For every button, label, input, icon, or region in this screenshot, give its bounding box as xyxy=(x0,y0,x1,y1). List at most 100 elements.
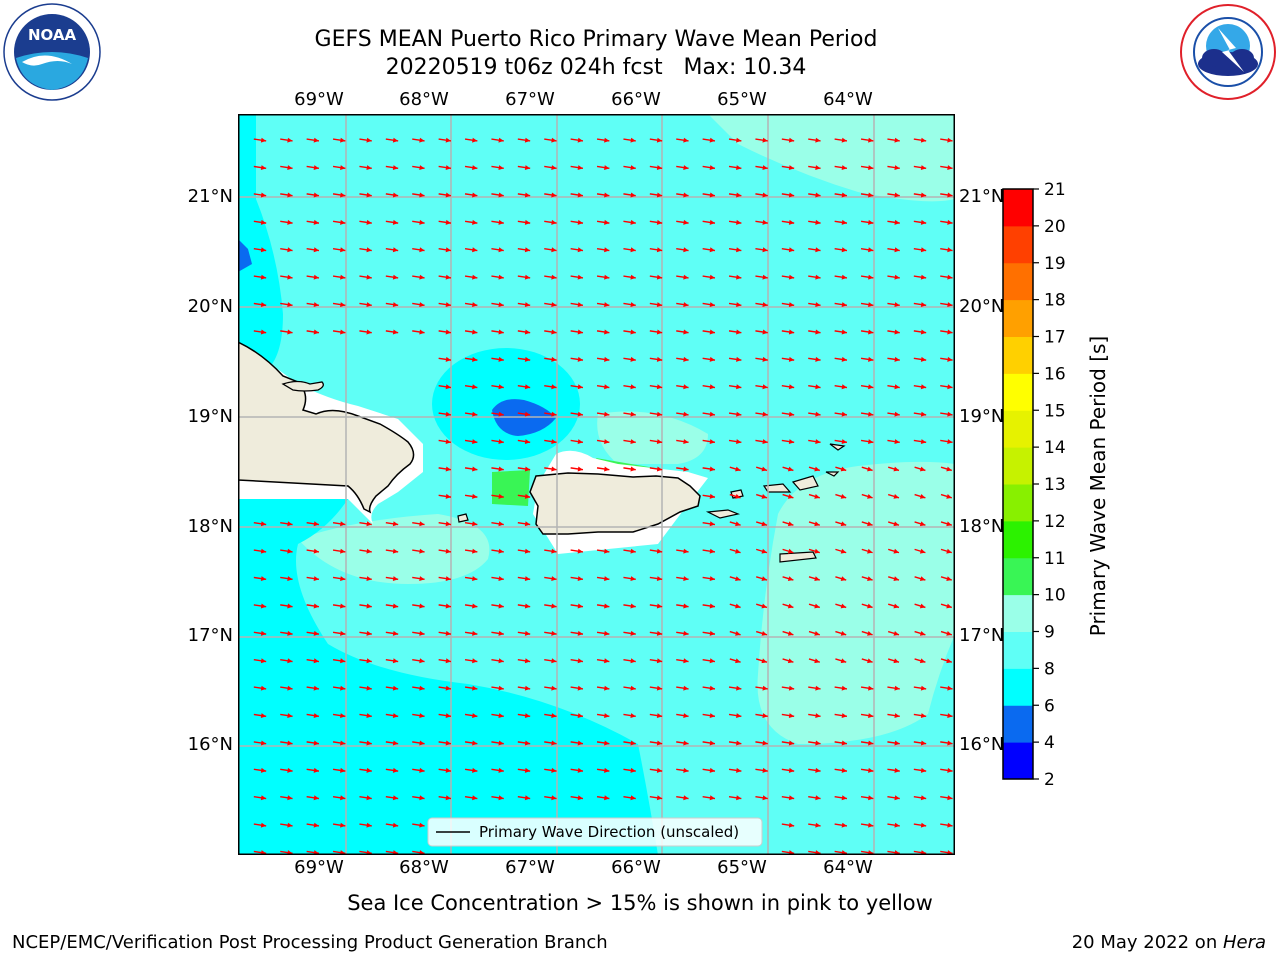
footer-right-date: 20 May 2022 on Hera xyxy=(1072,932,1266,953)
wave-arrow-head xyxy=(920,329,927,335)
wave-arrow-head xyxy=(472,603,478,609)
period-9-10-region-north-pr xyxy=(597,411,708,464)
wave-arrow-head xyxy=(472,740,478,746)
wave-arrow-head xyxy=(683,466,689,472)
wave-arrow-head xyxy=(893,548,899,554)
wave-arrow-head xyxy=(340,302,346,308)
wave-arrow-head xyxy=(920,165,927,171)
wave-arrow-head xyxy=(762,165,768,171)
lat-tick-right-16n: 16°N xyxy=(959,734,1005,755)
colorbar-block xyxy=(1003,557,1033,596)
wave-arrow-head xyxy=(761,576,767,581)
wave-arrow-head xyxy=(577,740,583,746)
wave-arrow-head xyxy=(946,576,952,581)
wave-arrow-head xyxy=(947,822,953,828)
wave-arrow-head xyxy=(709,466,715,472)
wave-arrow-head xyxy=(419,302,425,308)
wave-arrow-head xyxy=(762,713,768,719)
wave-arrow-head xyxy=(868,247,874,253)
wave-arrow-head xyxy=(287,302,293,308)
colorbar-blocks xyxy=(1003,189,1033,780)
wave-arrow-head xyxy=(366,274,372,280)
wave-arrow-head xyxy=(445,165,451,171)
wave-arrow-head xyxy=(419,219,425,225)
wave-arrow-head xyxy=(709,219,715,225)
wave-arrow-head xyxy=(736,384,742,390)
wave-arrow-head xyxy=(736,137,742,143)
wave-arrow-head xyxy=(313,137,319,143)
wave-arrow-head xyxy=(761,603,767,609)
wave-arrow-head xyxy=(392,658,399,664)
colorbar-tick-label: 10 xyxy=(1044,586,1066,606)
wave-arrow-head xyxy=(313,165,319,171)
wave-arrow-head xyxy=(260,576,267,582)
wave-arrow-head xyxy=(630,219,636,225)
wave-arrow-head xyxy=(498,329,504,335)
wave-arrow-head xyxy=(630,795,636,801)
wave-arrow-head xyxy=(445,384,451,390)
wave-arrow-head xyxy=(551,685,557,691)
wave-arrow-head xyxy=(498,713,504,719)
wave-arrow-head xyxy=(577,630,583,636)
wave-arrow-head xyxy=(815,192,821,198)
wave-arrow-head xyxy=(498,576,504,582)
wave-arrow-head xyxy=(445,685,451,691)
wave-arrow-head xyxy=(893,658,899,664)
wave-arrow-head xyxy=(683,685,689,691)
wave-arrow-head xyxy=(630,274,636,280)
wave-arrow-head xyxy=(445,548,451,554)
wave-arrow-head xyxy=(445,713,451,719)
wave-arrow-head xyxy=(604,767,610,773)
wave-arrow-head xyxy=(736,740,742,746)
wave-arrow-head xyxy=(366,713,372,719)
wave-arrow-head xyxy=(392,247,399,253)
wave-arrow-head xyxy=(472,137,478,143)
wave-arrow-head xyxy=(656,685,663,691)
wave-arrow-head xyxy=(392,548,399,554)
wave-arrow-head xyxy=(577,247,583,253)
wave-arrow-head xyxy=(919,630,926,636)
wave-arrow-head xyxy=(894,822,900,828)
wave-arrow-head xyxy=(919,548,926,554)
wave-arrow-head xyxy=(419,795,425,801)
wave-arrow-head xyxy=(366,740,372,746)
wave-arrow-head xyxy=(551,137,557,143)
wave-arrow-head xyxy=(630,384,636,390)
wave-arrow-head xyxy=(366,576,372,582)
colorbar-block xyxy=(1003,484,1033,522)
wave-arrow-head xyxy=(472,466,478,472)
wave-arrow-head xyxy=(947,192,953,198)
wave-arrow-head xyxy=(683,767,689,773)
wave-arrow-head xyxy=(260,521,267,527)
wave-arrow-head xyxy=(392,576,399,582)
wave-arrow-head xyxy=(868,302,874,308)
wave-arrow-head xyxy=(260,740,267,746)
wave-arrow-head xyxy=(472,630,478,636)
wave-arrow-head xyxy=(498,521,504,527)
wave-arrow-head xyxy=(392,165,399,171)
colorbar-tick-label: 17 xyxy=(1044,328,1066,348)
wave-arrow-head xyxy=(815,411,821,417)
wave-arrow-head xyxy=(788,274,795,280)
wave-arrow-head xyxy=(604,713,610,719)
wave-arrow-head xyxy=(260,548,267,554)
wave-arrow-head xyxy=(788,740,795,746)
wave-arrow-head xyxy=(736,439,742,445)
wave-arrow-head xyxy=(340,713,346,719)
wave-arrow-head xyxy=(788,767,795,773)
wave-arrow-head xyxy=(445,521,451,527)
wave-arrow-head xyxy=(893,466,899,472)
wave-arrow-head xyxy=(287,685,293,691)
wave-arrow-head xyxy=(841,192,847,198)
wave-arrow-head xyxy=(946,603,952,609)
colorbar-block xyxy=(1003,631,1033,669)
wave-arrow-head xyxy=(551,302,557,308)
wave-arrow-head xyxy=(947,219,953,225)
wave-arrow-head xyxy=(604,685,610,691)
wave-arrow-head xyxy=(814,548,820,554)
wave-arrow-head xyxy=(947,384,953,390)
wave-arrow-head xyxy=(867,576,873,581)
wave-arrow-head xyxy=(287,740,293,746)
lon-tick-bottom-69w: 69°W xyxy=(294,857,344,878)
wave-arrow-head xyxy=(787,548,794,554)
